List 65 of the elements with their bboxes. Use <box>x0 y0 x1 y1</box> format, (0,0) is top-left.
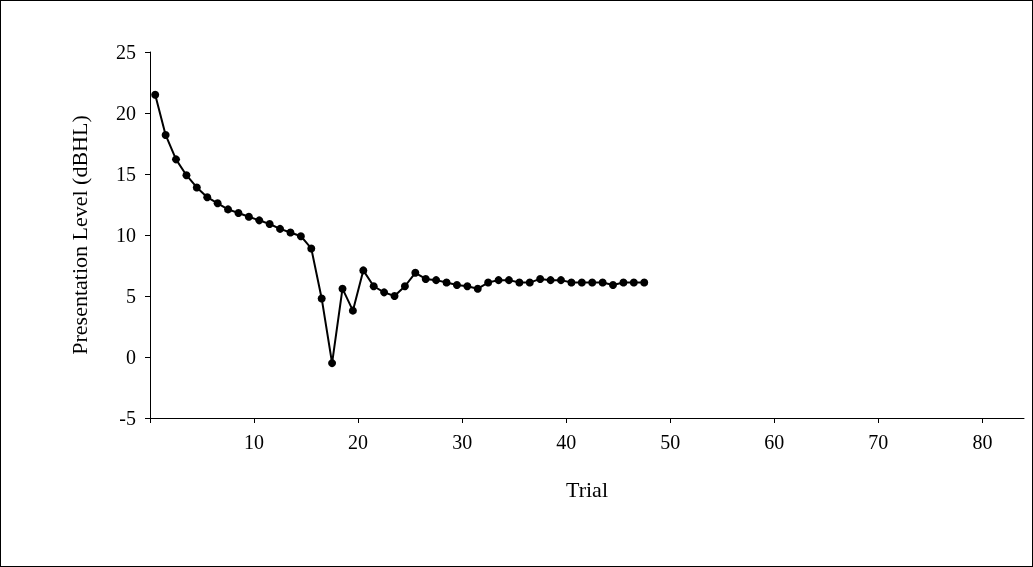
point <box>525 278 534 287</box>
point <box>244 212 253 221</box>
x-tick-label: 20 <box>348 431 369 453</box>
x-tick-label: 30 <box>452 431 473 453</box>
point <box>307 244 316 253</box>
point <box>432 276 441 285</box>
point <box>421 274 430 283</box>
x-tick-label: 40 <box>556 431 577 453</box>
point <box>380 288 389 297</box>
point <box>463 282 472 291</box>
point <box>359 266 368 275</box>
x-tick-label: 70 <box>868 431 889 453</box>
point <box>338 284 347 293</box>
point <box>213 199 222 208</box>
x-axis-title: Trial <box>566 476 608 502</box>
y-tick-label: 15 <box>116 163 136 185</box>
point <box>411 268 420 277</box>
point <box>161 130 170 139</box>
y-tick-label: 10 <box>116 224 136 246</box>
point <box>286 228 295 237</box>
x-tick-label: 80 <box>972 431 993 453</box>
point <box>296 232 305 241</box>
point <box>598 278 607 287</box>
point <box>546 276 555 285</box>
point <box>348 306 357 315</box>
point <box>577 278 586 287</box>
point <box>442 278 451 287</box>
point <box>557 276 565 285</box>
point <box>276 224 285 233</box>
point <box>369 282 378 291</box>
point <box>328 359 337 368</box>
x-tick-label: 10 <box>244 431 265 453</box>
point <box>494 276 503 285</box>
x-tick-label: 60 <box>764 431 785 453</box>
point <box>484 278 493 287</box>
point <box>182 171 191 180</box>
point <box>567 278 576 287</box>
point <box>536 274 545 283</box>
point <box>224 205 233 214</box>
point <box>619 278 628 287</box>
point <box>473 284 482 293</box>
point <box>452 281 461 290</box>
y-tick-label: 0 <box>126 346 136 368</box>
point <box>640 278 649 287</box>
point <box>151 90 160 99</box>
point <box>317 294 326 303</box>
y-tick-label: 20 <box>116 102 136 124</box>
point <box>400 282 409 291</box>
y-tick-label: -5 <box>119 407 136 429</box>
point <box>390 292 399 300</box>
point <box>588 278 597 287</box>
point <box>234 209 243 218</box>
point <box>203 193 212 202</box>
y-tick-label: 25 <box>116 41 136 63</box>
y-axis-title: Presentation Level (dBHL) <box>66 115 92 355</box>
x-tick-label: 50 <box>660 431 681 453</box>
point <box>172 155 181 164</box>
point <box>609 281 618 290</box>
point <box>192 183 201 192</box>
point <box>515 278 524 287</box>
point <box>255 216 264 225</box>
point <box>504 276 513 285</box>
point <box>265 220 274 229</box>
point <box>629 278 638 287</box>
y-tick-label: 5 <box>126 285 136 307</box>
